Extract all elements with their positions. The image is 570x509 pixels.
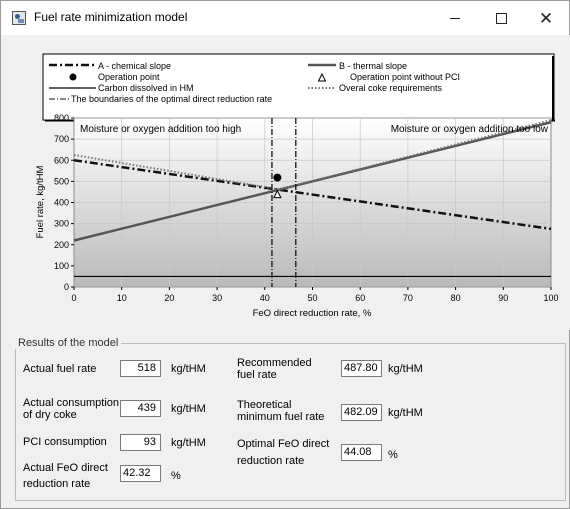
legend-bounds-label: The boundaries of the optimal direct red… [71, 94, 272, 104]
feo-label-1: Actual FeO direct [23, 462, 108, 474]
recommended-field[interactable]: 487.80 [341, 360, 382, 377]
axis-ticks: 0 10 20 30 40 50 60 70 80 90 100 0 100 200 300 400 500 60… [54, 113, 559, 303]
x-axis-label: FeO direct reduction rate, % [253, 308, 372, 319]
recommended-label-1: Recommended [237, 357, 312, 369]
actual-coke-field[interactable]: 439 [120, 400, 161, 417]
results-group-title: Results of the model [15, 337, 122, 349]
close-icon: ✕ [538, 8, 554, 28]
y-tick-label: 200 [54, 240, 69, 250]
x-tick-label: 60 [355, 293, 365, 303]
series-overal-coke [73, 119, 552, 191]
actual-coke-unit: kg/tHM [171, 403, 206, 415]
optimal-field[interactable]: 44.08 [341, 444, 382, 461]
minimize-icon [450, 17, 460, 19]
chart-series [73, 118, 552, 287]
optimal-label-1: Optimal FeO direct [237, 438, 330, 450]
x-tick-label: 80 [451, 293, 461, 303]
y-axis-label: Fuel rate, kg/tHM [35, 165, 46, 238]
x-tick-label: 90 [498, 293, 508, 303]
y-tick-label: 400 [54, 198, 69, 208]
fuel-rate-chart: A - chemical slope Operation point Carbo… [35, 53, 559, 319]
series-a-chemical-slope [73, 159, 552, 231]
y-tick-label: 500 [54, 176, 69, 186]
actual-coke-label-2: of dry coke [23, 409, 77, 421]
x-tick-label: 100 [543, 293, 558, 303]
legend-swatch-op [69, 73, 77, 81]
annotation-too-high: Moisture or oxygen addition too high [80, 124, 241, 135]
y-tick-label: 800 [54, 113, 69, 123]
recommended-label-2: fuel rate [237, 369, 277, 381]
minimize-button[interactable] [432, 1, 478, 35]
recommended-unit: kg/tHM [388, 363, 423, 375]
operation-point-without-pci [273, 189, 282, 199]
actual-fuel-rate-label: Actual fuel rate [23, 363, 97, 375]
legend-a-label: A - chemical slope [98, 61, 171, 71]
x-tick-label: 50 [307, 293, 317, 303]
theoretical-label-1: Theoretical [237, 399, 292, 411]
optimal-unit: % [388, 449, 398, 461]
theoretical-label-2: minimum fuel rate [237, 411, 325, 423]
title-bar[interactable]: Fuel rate minimization model ✕ [1, 1, 569, 35]
actual-fuel-rate-field[interactable]: 518 [120, 360, 161, 377]
x-tick-label: 30 [212, 293, 222, 303]
app-icon [12, 11, 26, 25]
chart-panel: A - chemical slope Operation point Carbo… [12, 35, 570, 330]
annotation-too-low: Moisture or oxygen addition too low [391, 124, 549, 135]
y-tick-label: 700 [54, 134, 69, 144]
legend-box [42, 53, 555, 121]
x-tick-label: 70 [403, 293, 413, 303]
y-tick-label: 100 [54, 261, 69, 271]
y-tick-label: 600 [54, 155, 69, 165]
pci-unit: kg/tHM [171, 437, 206, 449]
y-tick-label: 300 [54, 219, 69, 229]
theoretical-unit: kg/tHM [388, 407, 423, 419]
results-group [15, 343, 566, 501]
legend-op-label: Operation point [98, 72, 160, 82]
optimal-label-2: reduction rate [237, 455, 305, 467]
window-title: Fuel rate minimization model [34, 10, 188, 24]
x-tick-label: 40 [260, 293, 270, 303]
x-tick-label: 20 [164, 293, 174, 303]
y-tick-label: 0 [64, 282, 69, 292]
legend-b-label: B - thermal slope [339, 61, 407, 71]
feo-field[interactable]: 42.32 [120, 465, 161, 482]
close-button[interactable]: ✕ [523, 1, 569, 35]
x-tick-label: 10 [117, 293, 127, 303]
pci-label: PCI consumption [23, 436, 107, 448]
actual-coke-label-1: Actual consumption [23, 397, 119, 409]
legend-op-no-pci-label: Operation point without PCI [350, 72, 460, 82]
pci-field[interactable]: 93 [120, 434, 161, 451]
actual-fuel-rate-unit: kg/tHM [171, 363, 206, 375]
legend-carbon-label: Carbon dissolved in HM [98, 83, 194, 93]
x-tick-label: 0 [71, 293, 76, 303]
theoretical-field[interactable]: 482.09 [341, 404, 382, 421]
legend-coke-label: Overal coke requirements [339, 83, 443, 93]
feo-label-2: reduction rate [23, 478, 91, 490]
operation-point [273, 173, 282, 182]
feo-unit: % [171, 470, 181, 482]
maximize-button[interactable] [478, 1, 524, 35]
legend-swatch-op-no-pci [317, 72, 327, 82]
maximize-icon [495, 12, 507, 24]
